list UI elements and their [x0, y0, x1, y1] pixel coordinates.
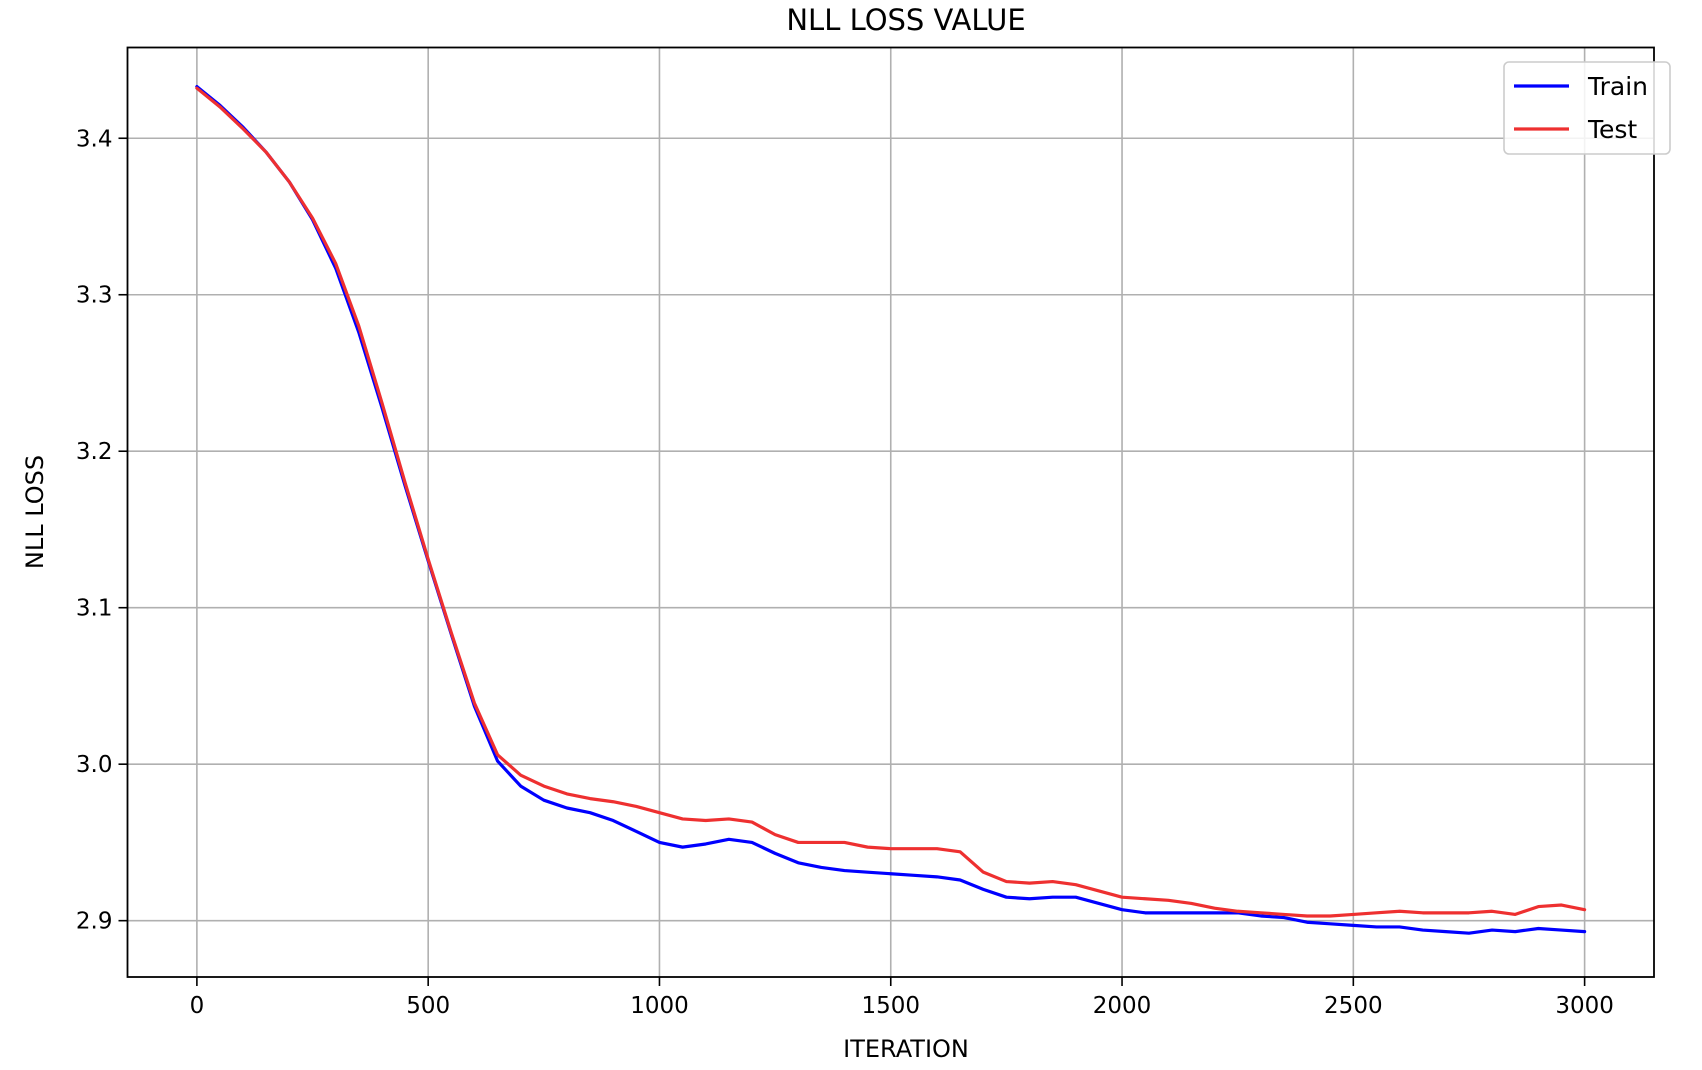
x-axis-label: ITERATION — [843, 1035, 969, 1063]
x-tick-label: 3000 — [1555, 993, 1614, 1019]
x-tick-label: 2500 — [1324, 993, 1383, 1019]
y-axis-label: NLL LOSS — [21, 455, 49, 569]
legend: Train Test — [1503, 61, 1671, 155]
x-tick-label: 1000 — [630, 993, 689, 1019]
x-tick-label: 1500 — [861, 993, 920, 1019]
axis-ticks: 0 500 1000 1500 2000 2500 3000 2.9 3.0 3.1 3.2 3.3 3… — [76, 126, 1614, 1019]
y-tick-label: 3.0 — [76, 752, 113, 778]
y-tick-label: 3.2 — [76, 439, 113, 465]
grid — [127, 47, 1654, 977]
y-tick-label: 3.4 — [76, 126, 113, 152]
legend-label-train: Train — [1587, 72, 1648, 101]
x-tick-label: 500 — [406, 993, 450, 1019]
chart-title: NLL LOSS VALUE — [786, 3, 1025, 37]
x-tick-label: 2000 — [1093, 993, 1152, 1019]
y-tick-label: 2.9 — [76, 909, 113, 935]
series-line-test — [195, 86, 1587, 918]
legend-label-test: Test — [1587, 115, 1637, 144]
y-tick-label: 3.3 — [76, 283, 113, 309]
y-tick-label: 3.1 — [76, 596, 113, 622]
x-tick-label: 0 — [190, 993, 205, 1019]
series-layer — [195, 85, 1587, 935]
